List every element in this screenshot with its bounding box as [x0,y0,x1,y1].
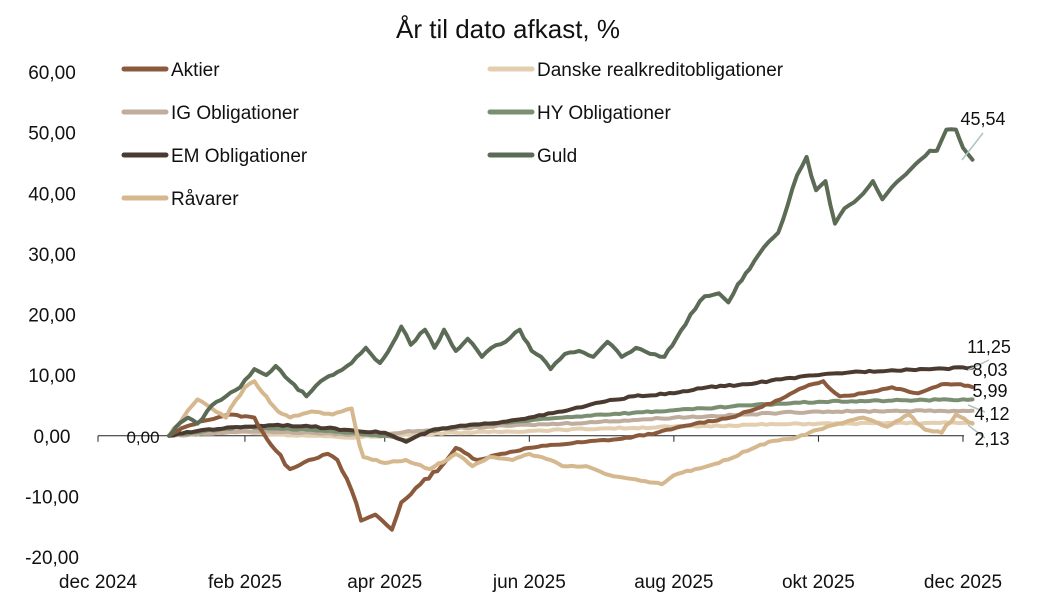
y-tick-label: 60,00 [28,63,76,84]
legend-item: Guld [487,146,577,167]
legend-label: Råvarer [171,189,239,210]
x-tick-label: jun 2025 [492,572,566,593]
end-label-leader [967,359,990,371]
y-tick-label: 30,00 [28,245,76,266]
end-label-leader [967,404,986,413]
end-value-label: 2,13 [974,429,1009,449]
legend-item: IG Obligationer [121,103,299,124]
end-value-label: 8,03 [972,360,1007,380]
series-line-0 [167,379,975,532]
legend-label: Aktier [171,60,220,81]
series-line-5 [167,127,975,438]
end-labels: 45,54 11,25 8,035,99 4,12 2,13 [960,109,1010,449]
legend-label: HY Obligationer [537,103,671,124]
legend-item: Råvarer [121,189,239,210]
y-axis: -20,00 -10,00 0,00 10,00 20,00 30,00 40,00 50,0… [25,63,79,569]
series-line-4 [167,365,975,444]
end-value-label: 5,99 [972,381,1007,401]
legend-item: EM Obligationer [121,146,308,167]
legend: Aktier Danske realkreditobligationer IG Ob… [121,60,784,210]
y-tick-label: 0,00 [34,427,71,448]
y-tick-label: -20,00 [25,548,79,569]
y-tick-label: 10,00 [28,366,76,387]
series-line-2 [167,408,975,438]
y-tick-label: 50,00 [28,124,76,145]
y-tick-label: 40,00 [28,184,76,205]
end-label-leader [961,132,984,161]
end-value-label: 11,25 [967,337,1011,357]
y-tick-label: -10,00 [25,487,79,508]
x-tick-label: dec 2024 [59,572,138,593]
end-value-label: 4,12 [974,404,1009,424]
series-line-6 [167,379,975,487]
end-label-leader [967,424,986,439]
series-lines: 0,00 [126,127,975,532]
y-tick-label: 20,00 [28,306,76,327]
legend-label: EM Obligationer [171,146,308,167]
series-line-3 [167,397,975,443]
zero-value-label: 0,00 [126,428,159,447]
legend-label: Danske realkreditobligationer [537,60,784,81]
legend-item: Aktier [121,60,220,81]
end-value-label: 45,54 [960,109,1005,129]
chart-title: År til dato afkast, % [396,14,620,44]
legend-item: Danske realkreditobligationer [487,60,784,81]
legend-item: HY Obligationer [487,103,671,124]
legend-label: Guld [537,146,577,167]
x-tick-label: okt 2025 [782,572,855,593]
x-tick-label: aug 2025 [634,572,713,593]
x-tick-label: dec 2025 [924,572,1002,593]
x-tick-label: feb 2025 [208,572,282,593]
x-tick-label: apr 2025 [347,572,422,593]
legend-label: IG Obligationer [171,103,299,124]
x-axis: dec 2024 feb 2025 apr 2025 jun 2025 aug 2025… [59,435,1002,593]
